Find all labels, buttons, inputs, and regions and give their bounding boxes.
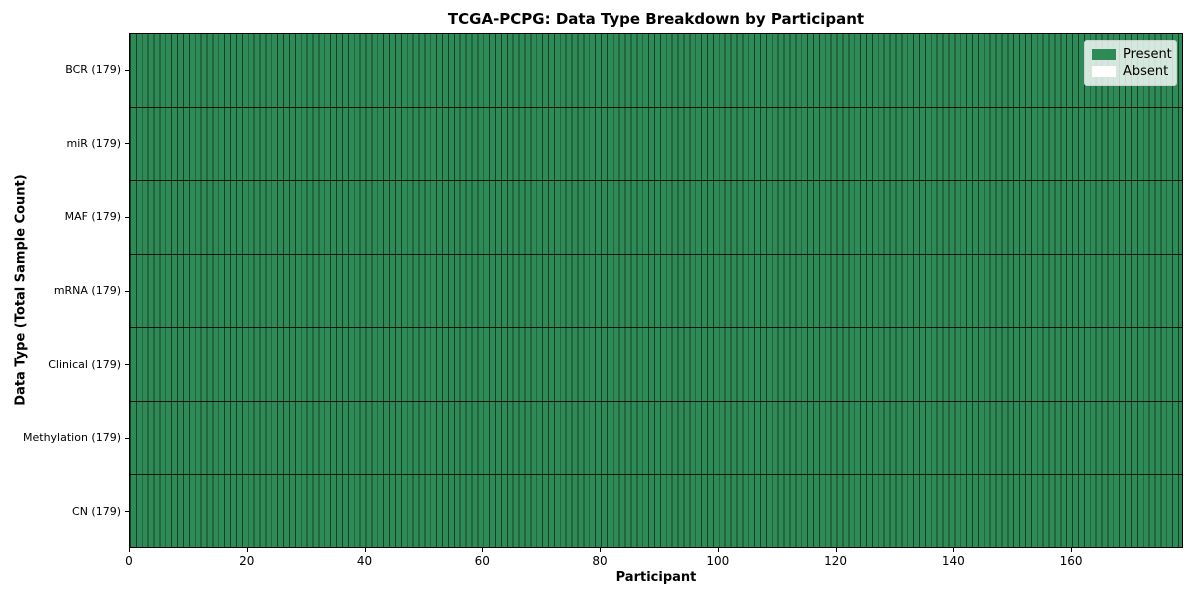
x-tick-label-60: 60	[474, 554, 490, 568]
heatmap-row-clinical	[130, 328, 1182, 402]
x-tick-mark	[717, 548, 719, 552]
legend-entry-absent: Absent	[1092, 63, 1168, 80]
y-tick-mark	[125, 216, 129, 218]
y-tick-label-mrna: mRNA (179)	[53, 284, 121, 297]
x-tick-mark	[246, 548, 248, 552]
y-tick-label-methylation: Methylation (179)	[23, 431, 121, 445]
x-tick-mark	[482, 548, 484, 552]
x-tick-label-20: 20	[239, 554, 255, 568]
legend-entries-container: Present Absent	[1092, 46, 1172, 80]
heatmap-row-cn	[130, 475, 1182, 549]
x-tick-label-120: 120	[824, 554, 848, 568]
legend-swatch-present	[1092, 49, 1116, 60]
y-tick-mark	[125, 511, 129, 513]
y-tick-label-maf: MAF (179)	[64, 210, 121, 224]
y-tick-mark	[125, 364, 129, 366]
x-tick-label-160: 160	[1059, 554, 1083, 568]
legend-swatch-absent	[1092, 66, 1116, 77]
y-tick-label-mir: miR (179)	[66, 136, 122, 150]
x-tick-mark	[600, 548, 602, 552]
legend: Present Absent	[1084, 40, 1177, 86]
y-tick-mark	[125, 437, 129, 439]
y-tick-mark	[125, 143, 129, 145]
y-tick-label-cn: CN (179)	[72, 504, 121, 518]
plot-area	[129, 33, 1183, 548]
x-tick-mark	[1071, 548, 1073, 552]
heatmap-row-mir	[130, 108, 1182, 182]
x-tick-label-80: 80	[592, 554, 608, 568]
heatmap-row-methylation	[130, 402, 1182, 476]
legend-label-absent: Absent	[1123, 64, 1169, 79]
x-tick-mark	[364, 548, 366, 552]
x-tick-mark	[129, 548, 130, 552]
x-tick-mark	[835, 548, 837, 552]
x-tick-label-140: 140	[941, 554, 965, 568]
y-tick-mark	[125, 69, 129, 71]
x-tick-label-40: 40	[356, 554, 373, 568]
x-tick-label-0: 0	[125, 554, 133, 568]
x-tick-mark	[953, 548, 955, 552]
legend-label-present: Present	[1123, 47, 1172, 62]
x-axis-label: Participant	[615, 570, 697, 585]
heatmap-row-mrna	[130, 255, 1182, 329]
chart-title: TCGA-PCPG: Data Type Breakdown by Partic…	[447, 10, 865, 28]
heatmap-row-maf	[130, 181, 1182, 255]
y-tick-label-bcr: BCR (179)	[65, 63, 121, 77]
legend-entry-present: Present	[1092, 46, 1172, 63]
y-tick-label-clinical: Clinical (179)	[48, 357, 121, 371]
heatmap-row-bcr	[130, 34, 1182, 108]
x-tick-label-100: 100	[706, 554, 730, 568]
y-tick-mark	[125, 290, 129, 292]
